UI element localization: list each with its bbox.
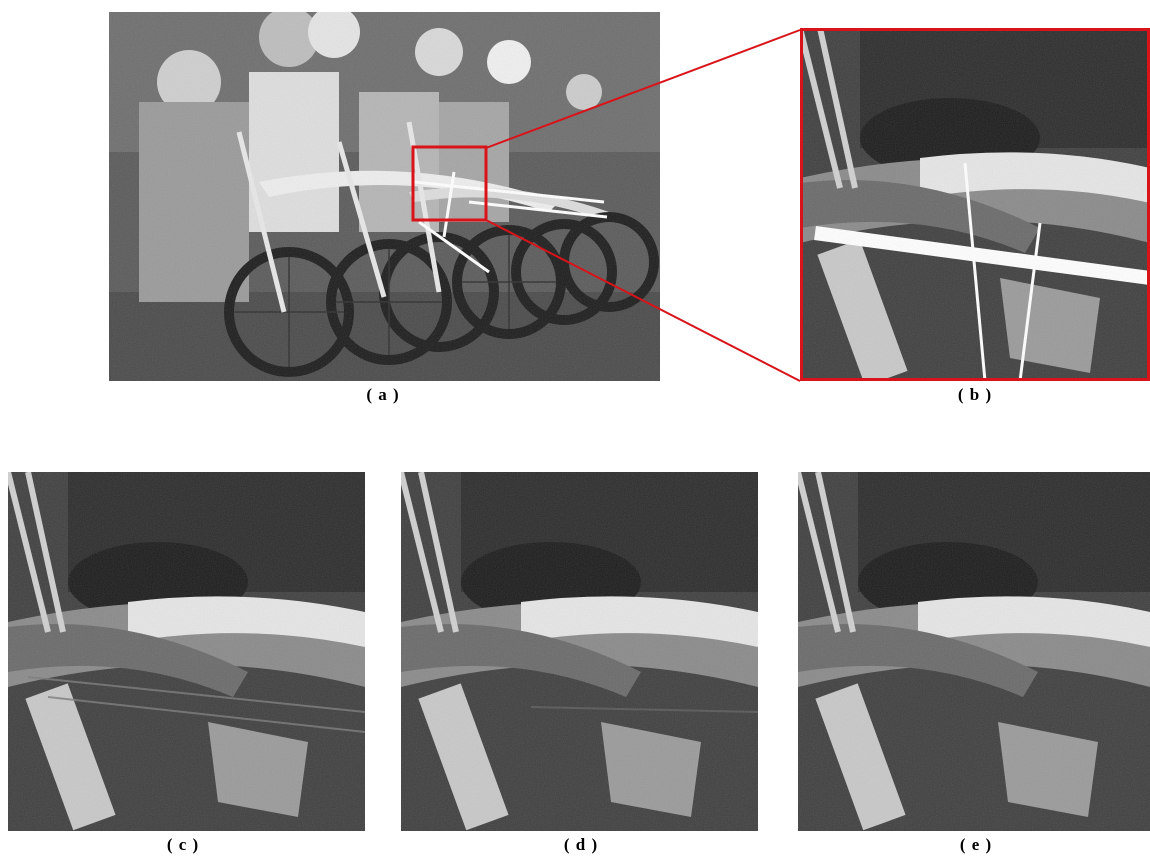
caption-c: ( c ): [166, 835, 200, 854]
caption-e: ( e ): [959, 835, 993, 854]
zoom-region-box: [411, 145, 488, 222]
caption-a: ( a ): [366, 385, 400, 404]
caption-b: ( b ): [957, 385, 993, 404]
result-image-e: [798, 472, 1150, 831]
result-panel-d: [401, 472, 758, 831]
caption-d: ( d ): [563, 835, 599, 854]
zoom-panel-b: [800, 28, 1150, 381]
result-panel-e: [798, 472, 1150, 831]
result-panel-c: [8, 472, 365, 831]
result-image-c: [8, 472, 365, 831]
zoomed-photo-with-scribbles: [800, 28, 1150, 381]
photo-panel-a: [109, 12, 660, 381]
motocross-photo: [109, 12, 660, 381]
result-image-d: [401, 472, 758, 831]
